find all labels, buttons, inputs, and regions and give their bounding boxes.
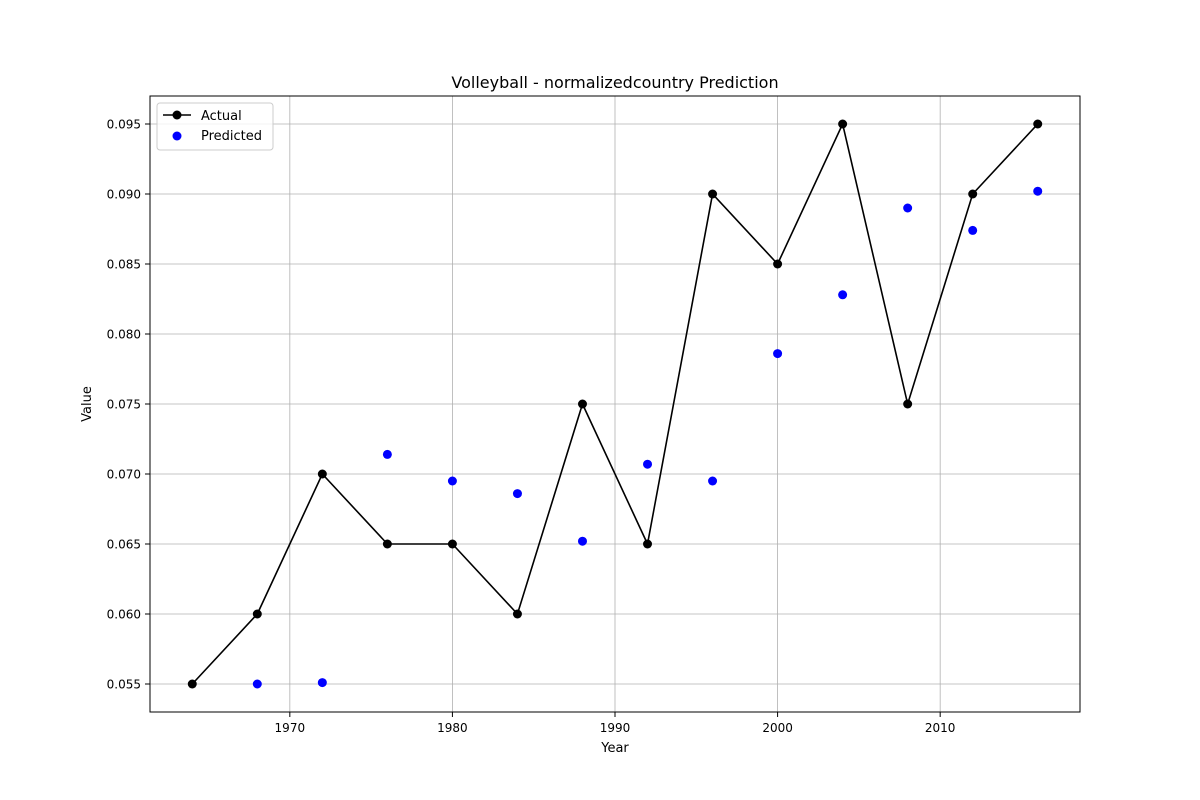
y-tick-label: 0.070 [107,468,141,482]
y-tick-label: 0.095 [107,118,141,132]
predicted-point [838,290,848,300]
actual-point [838,119,848,129]
predicted-point [643,459,653,469]
y-tick-label: 0.085 [107,258,141,272]
predicted-point [317,678,327,688]
y-axis-ticks: 0.055 0.060 0.065 0.070 0.075 0.080 0.085 0.090… [107,118,150,692]
series-actual [187,119,1043,689]
predicted-point [903,203,913,213]
x-axis-ticks: 1970 1980 1990 2000 2010 [275,712,956,735]
actual-point [187,679,197,689]
x-tick-label: 1970 [275,721,306,735]
predicted-point [382,449,392,459]
actual-point [512,609,522,619]
series-predicted [252,186,1043,689]
predicted-point [968,225,978,235]
predicted-point [773,349,783,359]
grid [150,96,1080,712]
actual-point [1033,119,1043,129]
x-tick-label: 1990 [600,721,631,735]
predicted-point [1033,186,1043,196]
legend-actual-marker [172,110,182,120]
actual-point [903,399,913,409]
predicted-point [577,536,587,546]
x-tick-label: 1980 [437,721,468,735]
actual-point [382,539,392,549]
actual-point [708,189,718,199]
actual-point [317,469,327,479]
y-tick-label: 0.075 [107,398,141,412]
predicted-point [512,489,522,499]
actual-point [773,259,783,269]
predicted-point [447,476,457,486]
legend-predicted-marker [172,131,182,141]
legend-actual-label: Actual [201,109,242,124]
legend: Actual Predicted [156,102,274,151]
y-tick-label: 0.080 [107,328,141,342]
x-tick-label: 2010 [925,721,956,735]
legend-predicted-label: Predicted [201,129,262,144]
predicted-point [708,476,718,486]
actual-point [577,399,587,409]
actual-line [191,121,1039,685]
x-axis-label: Year [600,741,629,756]
x-tick-label: 2000 [762,721,793,735]
y-tick-label: 0.055 [107,678,141,692]
y-tick-label: 0.065 [107,538,141,552]
chart-title: Volleyball - normalizedcountry Predictio… [451,73,778,92]
actual-point [252,609,262,619]
actual-point [643,539,653,549]
actual-point [968,189,978,199]
actual-point [447,539,457,549]
y-axis-label: Value [80,386,95,422]
predicted-point [252,679,262,689]
y-tick-label: 0.060 [107,608,141,622]
y-tick-label: 0.090 [107,188,141,202]
